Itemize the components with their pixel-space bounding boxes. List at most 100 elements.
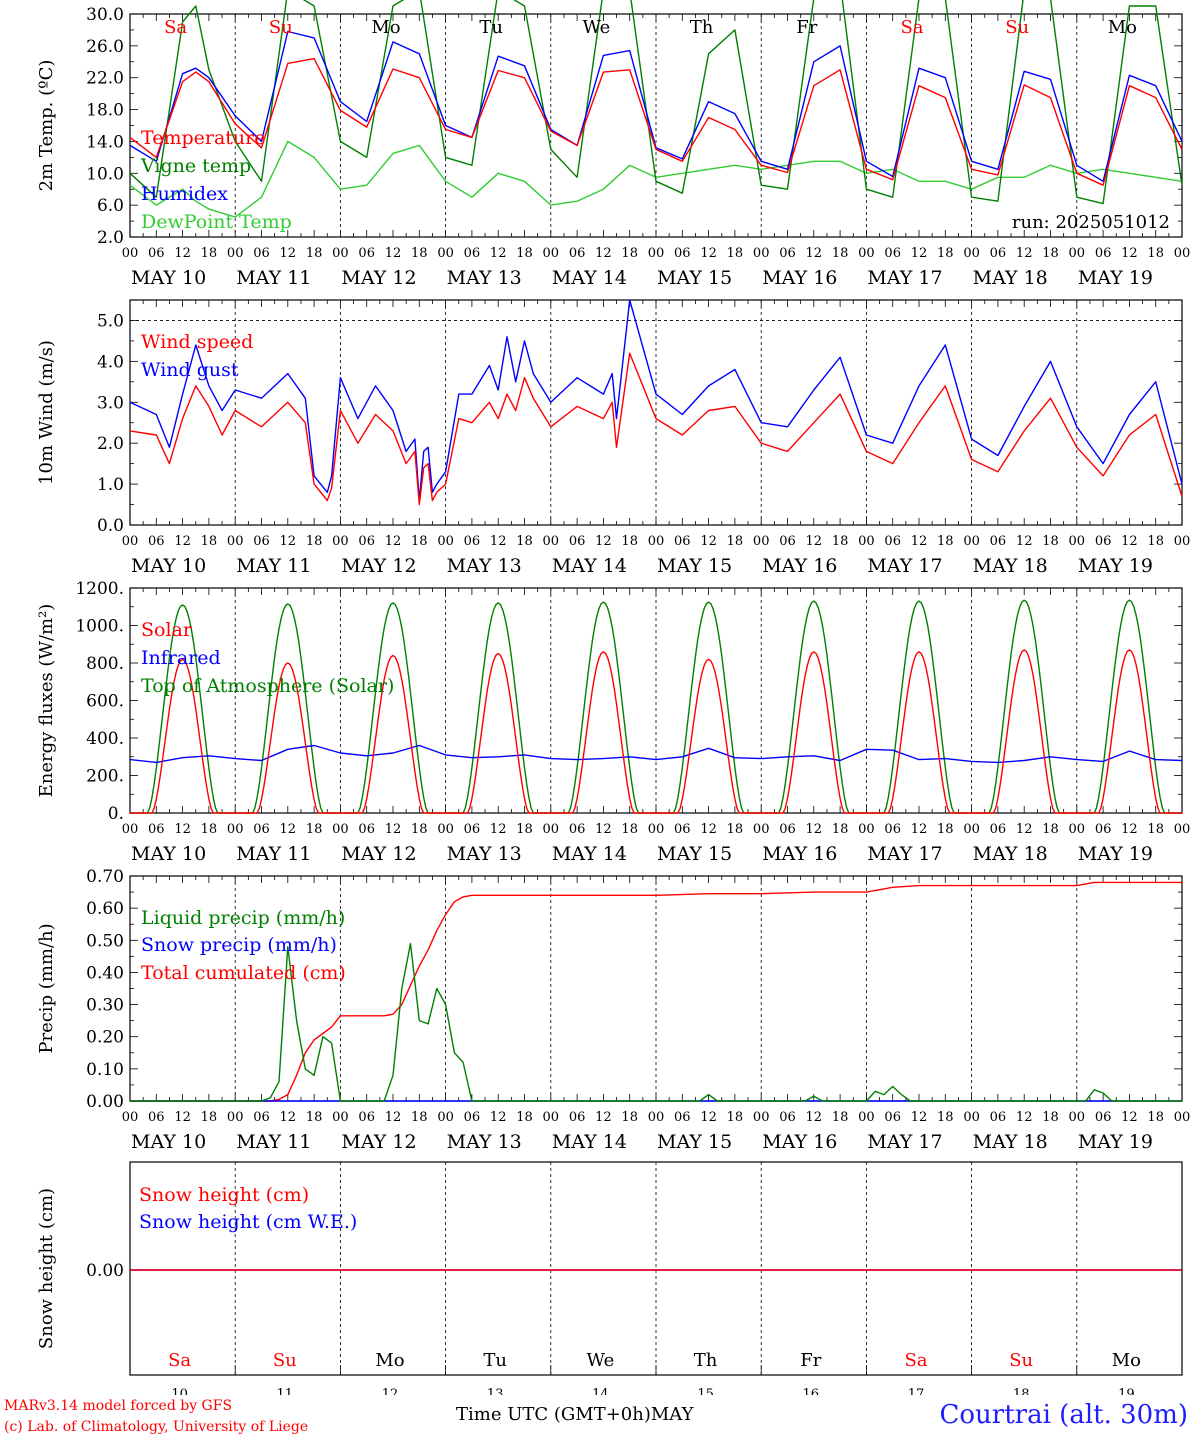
weekday-label: Sa bbox=[168, 1350, 191, 1371]
date-label: MAY 16 bbox=[762, 267, 837, 289]
date-label: MAY 13 bbox=[447, 555, 522, 577]
date-label: MAY 10 bbox=[131, 843, 206, 865]
hour-label: 06 bbox=[253, 1110, 270, 1125]
hour-label: 12 bbox=[911, 822, 928, 837]
hour-label: 18 bbox=[727, 1110, 744, 1125]
hour-label: 12 bbox=[1016, 822, 1033, 837]
hour-label: 00 bbox=[543, 246, 560, 261]
hour-label: 12 bbox=[806, 246, 823, 261]
hour-label: 12 bbox=[806, 534, 823, 549]
weekday-label: Fr bbox=[796, 17, 817, 38]
hour-label: 00 bbox=[543, 822, 560, 837]
weekday-label: Mo bbox=[371, 17, 400, 38]
hour-label: 00 bbox=[648, 1110, 665, 1125]
legend-entry: Solar bbox=[141, 619, 193, 641]
hour-label: 12 bbox=[385, 822, 402, 837]
hour-label: 12 bbox=[700, 534, 717, 549]
hour-label: 00 bbox=[858, 1110, 875, 1125]
hour-label: 06 bbox=[990, 822, 1007, 837]
hour-label: 06 bbox=[358, 822, 375, 837]
series-line bbox=[130, 649, 1182, 814]
weekday-label: Sa bbox=[904, 1350, 927, 1371]
hour-label: 06 bbox=[464, 1110, 481, 1125]
hour-label: 12 bbox=[174, 1110, 191, 1125]
hour-label: 00 bbox=[332, 1110, 349, 1125]
hour-label: 06 bbox=[674, 246, 691, 261]
day-number-label: 13 bbox=[487, 1387, 504, 1395]
y-tick-label: 0. bbox=[108, 804, 124, 824]
hour-label: 06 bbox=[253, 822, 270, 837]
weekday-label: Fr bbox=[800, 1350, 821, 1371]
hour-label: 06 bbox=[884, 534, 901, 549]
y-tick-label: 4.0 bbox=[97, 352, 124, 372]
y-tick-label: 800. bbox=[86, 654, 124, 674]
hour-label: 06 bbox=[779, 822, 796, 837]
hour-label: 06 bbox=[990, 246, 1007, 261]
legend-entry: Total cumulated (cm) bbox=[141, 962, 346, 984]
hour-label: 12 bbox=[1121, 246, 1138, 261]
plot-frame bbox=[129, 299, 1183, 526]
hour-label: 00 bbox=[437, 822, 454, 837]
hour-label: 00 bbox=[332, 822, 349, 837]
legend-entry: Snow height (cm W.E.) bbox=[139, 1211, 357, 1233]
hour-label: 12 bbox=[700, 822, 717, 837]
panel-4: 0.00 0.10 0.20 0.30 0.40 0.50 0.60 0.70 Precip (… bbox=[36, 867, 1190, 1153]
date-label: MAY 17 bbox=[867, 1131, 942, 1153]
day-number-label: 15 bbox=[697, 1387, 714, 1395]
date-label: MAY 13 bbox=[447, 1131, 522, 1153]
hour-label: 12 bbox=[280, 534, 297, 549]
weekday-label: Sa bbox=[900, 17, 923, 38]
date-label: MAY 18 bbox=[973, 843, 1048, 865]
date-label: MAY 15 bbox=[657, 843, 732, 865]
day-number-label: 14 bbox=[592, 1387, 609, 1395]
hour-label: 18 bbox=[306, 822, 323, 837]
date-label: MAY 13 bbox=[447, 267, 522, 289]
hour-label: 12 bbox=[1016, 1110, 1033, 1125]
legend-entry: Temperature bbox=[141, 127, 265, 149]
day-number-label: 18 bbox=[1013, 1387, 1030, 1395]
hour-label: 06 bbox=[674, 534, 691, 549]
date-label: MAY 12 bbox=[341, 267, 416, 289]
panel-3: 0. 200. 400. 600. 800. 1000. 1200. Energy fluxe… bbox=[36, 579, 1190, 865]
hour-label: 00 bbox=[963, 822, 980, 837]
hour-label: 18 bbox=[727, 534, 744, 549]
hour-label: 06 bbox=[148, 534, 165, 549]
hour-label: 18 bbox=[201, 822, 218, 837]
hour-label: 00 bbox=[122, 534, 139, 549]
hour-label: 00 bbox=[122, 1110, 139, 1125]
hour-label: 12 bbox=[911, 534, 928, 549]
hour-label: 12 bbox=[1016, 534, 1033, 549]
date-label: MAY 17 bbox=[867, 555, 942, 577]
date-label: MAY 11 bbox=[236, 555, 311, 577]
day-number-label: 19 bbox=[1118, 1387, 1135, 1395]
hour-label: 12 bbox=[806, 822, 823, 837]
hour-label: 18 bbox=[306, 246, 323, 261]
hour-label: 06 bbox=[464, 534, 481, 549]
hour-label: 18 bbox=[621, 534, 638, 549]
hour-label: 18 bbox=[411, 1110, 428, 1125]
hour-label: 06 bbox=[1095, 246, 1112, 261]
hour-label: 12 bbox=[280, 1110, 297, 1125]
hour-label: 00 bbox=[437, 1110, 454, 1125]
y-tick-label: 0.10 bbox=[86, 1060, 124, 1080]
y-axis-label: 2m Temp. (ºC) bbox=[36, 60, 57, 192]
hour-label: 18 bbox=[621, 822, 638, 837]
y-tick-label: 1.0 bbox=[97, 475, 124, 495]
legend-entry: Wind gust bbox=[141, 359, 239, 381]
hour-label: 00 bbox=[1069, 822, 1086, 837]
hour-label: 00 bbox=[227, 534, 244, 549]
hour-label: 06 bbox=[253, 534, 270, 549]
series-line bbox=[130, 942, 1182, 1102]
hour-label: 18 bbox=[201, 246, 218, 261]
hour-label: 06 bbox=[1095, 534, 1112, 549]
hour-label: 12 bbox=[490, 822, 507, 837]
y-axis-label: Snow height (cm) bbox=[36, 1188, 57, 1349]
legend-entry: Wind speed bbox=[141, 331, 253, 353]
hour-label: 18 bbox=[306, 534, 323, 549]
hour-label: 12 bbox=[595, 1110, 612, 1125]
panel-1: 2.0 6.0 10.0 14.0 18.0 22.0 26.0 30.0 2m Temp. (… bbox=[36, 0, 1190, 289]
y-tick-label: 18.0 bbox=[86, 101, 124, 121]
y-tick-label: 6.0 bbox=[97, 196, 124, 216]
hour-label: 18 bbox=[832, 822, 849, 837]
hour-label: 00 bbox=[858, 246, 875, 261]
